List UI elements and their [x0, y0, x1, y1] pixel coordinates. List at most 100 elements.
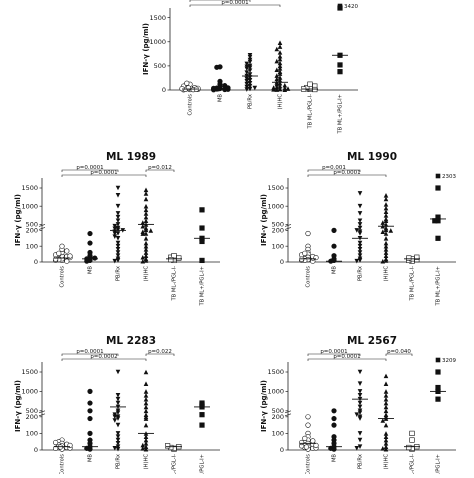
comparison-bracket	[307, 169, 361, 172]
x-category-label: MB	[218, 94, 224, 102]
data-point	[115, 444, 121, 449]
x-category-label: TB ML-/PGL-I-	[410, 266, 416, 302]
data-point	[435, 235, 441, 241]
data-point	[143, 258, 149, 263]
data-point	[143, 247, 149, 252]
data-point	[383, 192, 389, 198]
y-tick-label: 1000	[21, 202, 38, 210]
comparison-bracket	[189, 0, 251, 2]
y-axis-label: IFN-γ (pg/ml)	[14, 194, 22, 246]
data-point	[199, 412, 205, 418]
data-point	[383, 213, 389, 218]
data-point	[143, 369, 149, 375]
data-point	[302, 435, 308, 441]
x-category-label: TB ML+/PGL-I+	[436, 266, 442, 307]
data-point	[277, 40, 283, 46]
data-point	[383, 218, 389, 224]
data-point	[305, 422, 311, 428]
data-point	[87, 400, 93, 406]
data-point	[115, 236, 121, 241]
data-point	[383, 414, 389, 420]
data-point	[214, 64, 220, 70]
data-point	[244, 66, 250, 72]
comparison-bracket	[61, 169, 119, 172]
data-point	[357, 211, 363, 216]
data-point	[331, 243, 337, 249]
x-category-label: PB/Rx	[116, 266, 122, 281]
x-category-label: TB ML+/PGL-I+	[200, 454, 206, 474]
data-point	[305, 414, 311, 420]
axis-break	[38, 410, 46, 417]
p-value-label: p=0.0002	[90, 354, 117, 360]
data-point	[64, 248, 70, 254]
data-point	[148, 228, 154, 233]
x-category-label: Controls	[60, 266, 66, 288]
comparison-bracket	[307, 358, 387, 361]
data-point	[143, 218, 149, 224]
data-point	[143, 381, 149, 386]
data-point	[112, 414, 118, 420]
y-tick-label: 100	[26, 242, 38, 250]
data-point	[380, 418, 386, 423]
data-point	[354, 228, 360, 233]
data-point	[199, 225, 205, 231]
data-point	[199, 207, 205, 213]
data-point	[225, 85, 231, 91]
data-point	[380, 258, 386, 264]
data-point	[277, 53, 283, 59]
data-point	[357, 191, 363, 196]
data-point	[112, 231, 118, 236]
y-tick-label: 1500	[149, 14, 166, 22]
data-point	[143, 196, 149, 202]
data-point	[143, 203, 149, 209]
data-point	[406, 444, 412, 451]
data-point	[143, 434, 149, 440]
panel-title: ML 2283	[106, 335, 156, 347]
data-point	[383, 441, 389, 446]
x-category-label: PB/Rx	[248, 94, 254, 109]
outlier-point	[435, 357, 441, 363]
data-point	[115, 253, 121, 258]
y-tick-label: 200	[26, 413, 38, 421]
data-point	[140, 231, 146, 236]
data-point	[115, 431, 121, 436]
data-point	[310, 438, 316, 444]
data-point	[143, 444, 149, 449]
data-point	[115, 227, 121, 233]
data-point	[383, 205, 389, 211]
data-point	[274, 76, 280, 82]
data-point	[52, 445, 59, 451]
data-point	[115, 396, 121, 402]
data-point	[52, 256, 59, 262]
data-point	[354, 258, 360, 264]
data-point	[140, 442, 146, 448]
p-value-label: p=0.0001	[90, 170, 117, 176]
data-point	[168, 257, 174, 263]
data-point	[115, 247, 121, 252]
comparison-bracket	[145, 353, 175, 356]
data-point	[277, 71, 283, 76]
data-point	[87, 446, 93, 452]
y-tick-label: 500	[272, 221, 284, 229]
data-point	[247, 68, 253, 74]
data-point	[244, 79, 250, 84]
data-point	[277, 50, 283, 55]
data-point	[357, 444, 363, 449]
data-point	[331, 408, 337, 414]
y-tick-label: 500	[154, 62, 166, 70]
x-category-label: Controls	[188, 94, 194, 116]
y-tick-label: 0	[162, 86, 166, 94]
data-point	[383, 240, 389, 246]
x-category-label: MB	[332, 266, 338, 274]
data-point	[274, 67, 280, 73]
y-tick-label: 1500	[21, 184, 38, 192]
data-point	[274, 84, 280, 90]
comparison-bracket	[307, 174, 387, 177]
y-tick-label: 0	[34, 446, 38, 454]
data-point	[383, 250, 389, 255]
data-point	[380, 229, 386, 234]
data-point	[112, 223, 118, 229]
data-point	[143, 437, 149, 443]
data-point	[383, 408, 389, 414]
data-point	[143, 231, 149, 236]
